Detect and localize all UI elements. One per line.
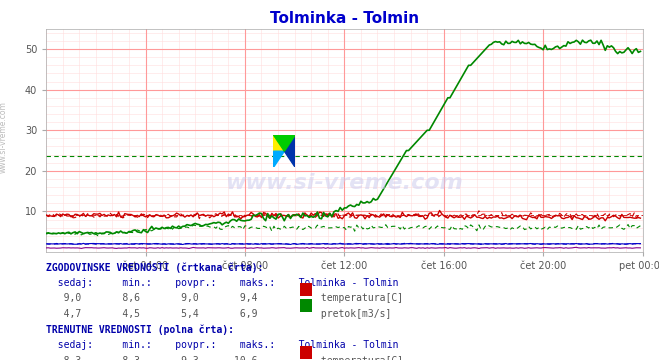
- Polygon shape: [273, 135, 295, 151]
- Text: temperatura[C]: temperatura[C]: [315, 293, 403, 303]
- Text: sedaj:     min.:    povpr.:    maks.:    Tolminka - Tolmin: sedaj: min.: povpr.: maks.: Tolminka - T…: [46, 340, 399, 350]
- Text: ZGODOVINSKE VREDNOSTI (črtkana črta):: ZGODOVINSKE VREDNOSTI (črtkana črta):: [46, 262, 264, 273]
- Text: www.si-vreme.com: www.si-vreme.com: [0, 101, 8, 173]
- Text: 4,7       4,5       5,4       6,9: 4,7 4,5 5,4 6,9: [46, 309, 258, 319]
- Polygon shape: [285, 135, 295, 167]
- Bar: [300, 299, 312, 312]
- Bar: [300, 283, 312, 297]
- Bar: [300, 346, 312, 359]
- Title: Tolminka - Tolmin: Tolminka - Tolmin: [270, 11, 419, 26]
- Text: 8,3       8,3       9,3      10,6: 8,3 8,3 9,3 10,6: [46, 356, 258, 360]
- Polygon shape: [273, 151, 285, 167]
- Text: sedaj:     min.:    povpr.:    maks.:    Tolminka - Tolmin: sedaj: min.: povpr.: maks.: Tolminka - T…: [46, 278, 399, 288]
- Text: temperatura[C]: temperatura[C]: [315, 356, 403, 360]
- Polygon shape: [273, 135, 285, 151]
- Text: 9,0       8,6       9,0       9,4: 9,0 8,6 9,0 9,4: [46, 293, 258, 303]
- Text: TRENUTNE VREDNOSTI (polna črta):: TRENUTNE VREDNOSTI (polna črta):: [46, 325, 234, 335]
- Text: www.si-vreme.com: www.si-vreme.com: [225, 173, 463, 193]
- Text: pretok[m3/s]: pretok[m3/s]: [315, 309, 391, 319]
